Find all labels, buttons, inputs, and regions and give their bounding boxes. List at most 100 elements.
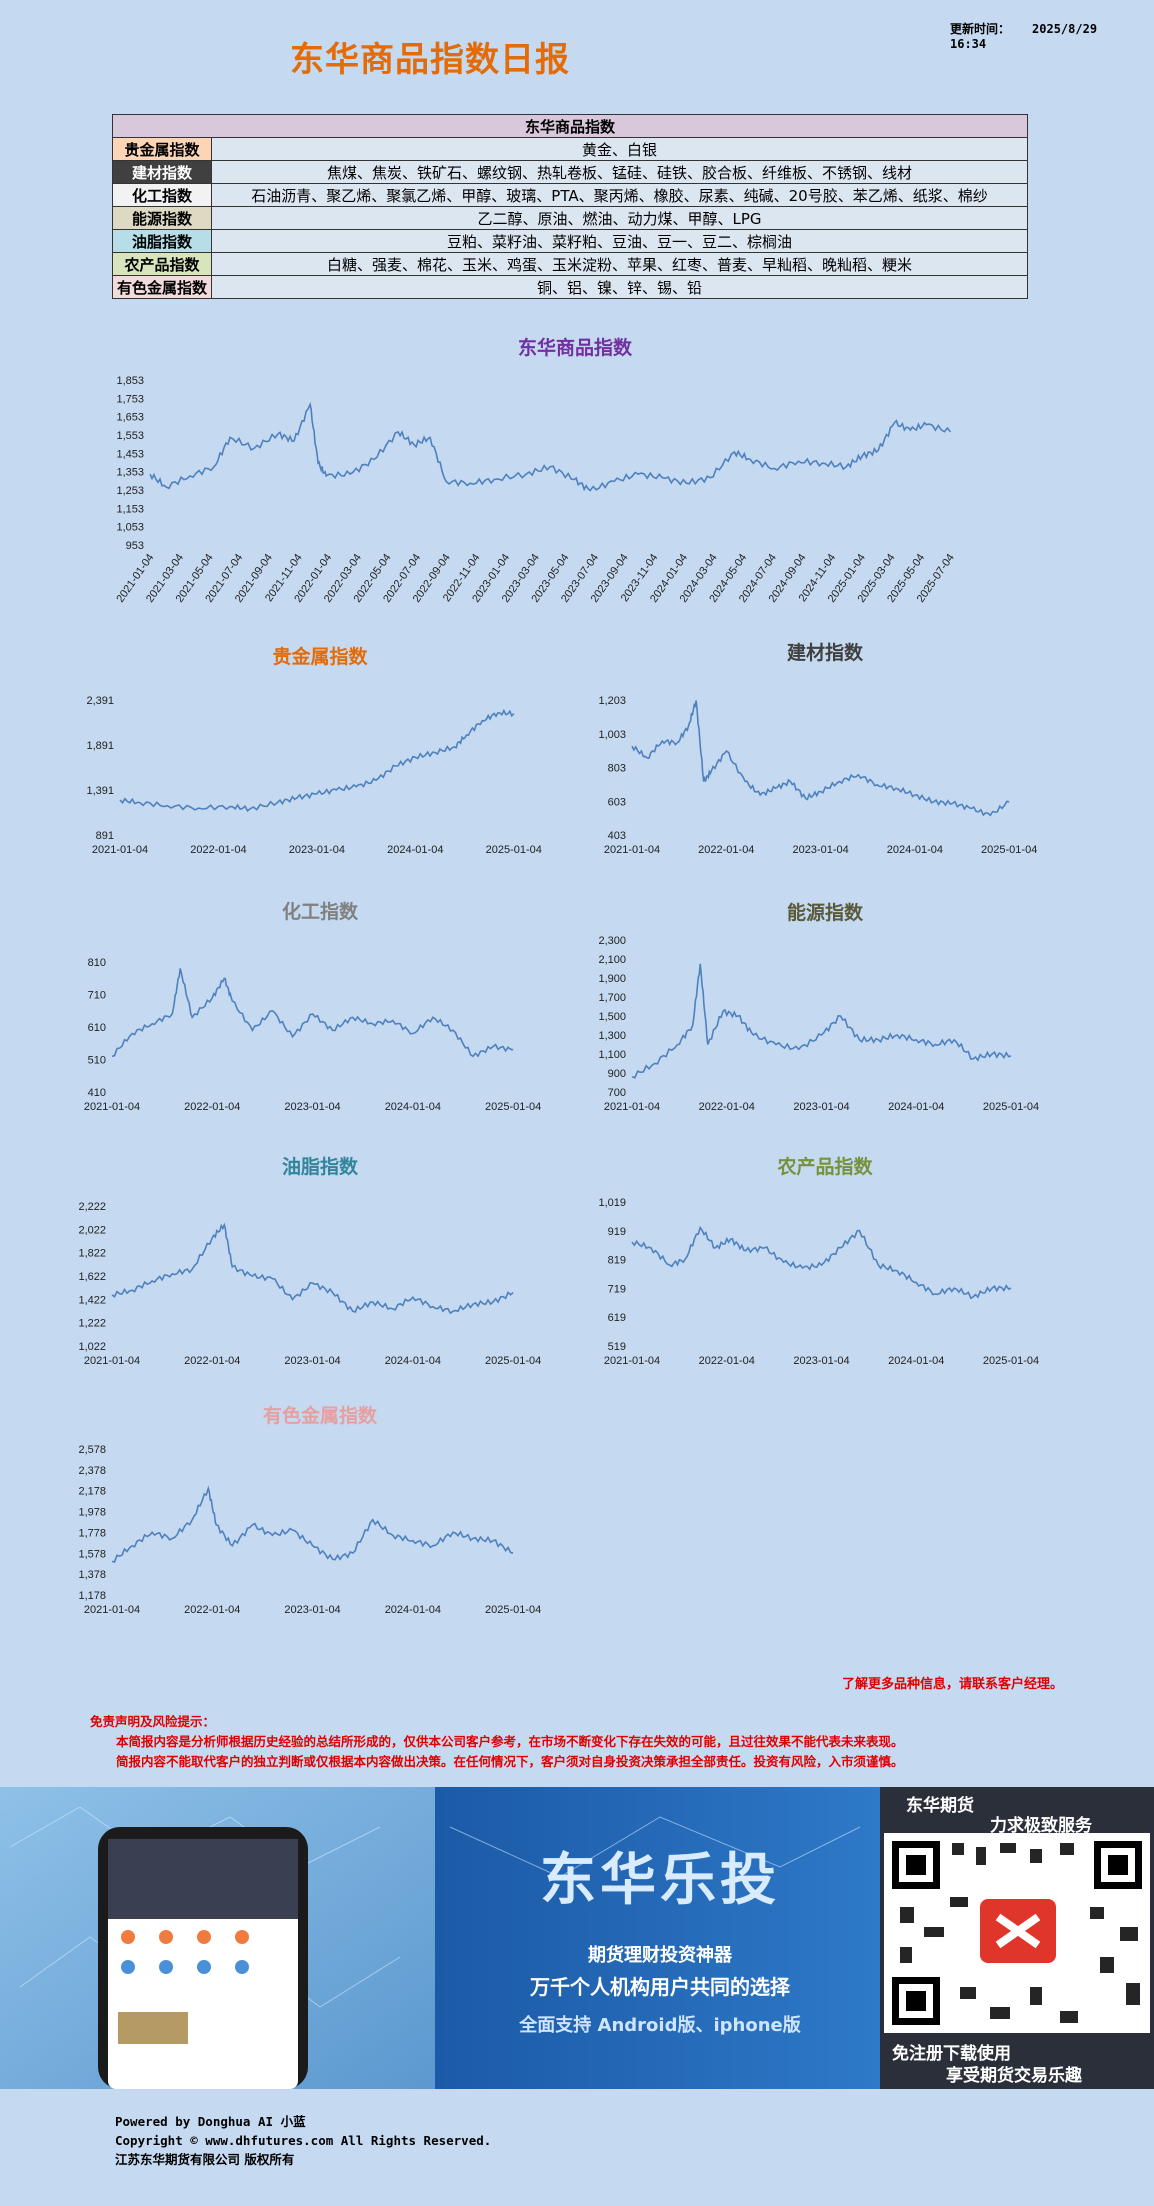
series-line	[149, 401, 952, 492]
y-tick-label: 410	[88, 1087, 106, 1099]
update-label: 更新时间：	[950, 22, 1011, 36]
y-tick-label: 1,978	[78, 1507, 106, 1519]
y-tick-label: 2,578	[78, 1444, 106, 1456]
banner-art	[0, 1787, 1154, 2089]
category-items: 白糖、强麦、棉花、玉米、鸡蛋、玉米淀粉、苹果、红枣、普麦、早籼稻、晚籼稻、粳米	[211, 252, 1028, 276]
x-tick-label: 2024-01-04	[385, 1101, 441, 1113]
x-tick-label: 2021-01-04	[604, 844, 660, 856]
category-items: 黄金、白银	[211, 137, 1028, 161]
x-tick-label: 2022-01-04	[699, 1101, 755, 1113]
y-tick-label: 1,378	[78, 1569, 106, 1581]
series-line	[111, 1222, 514, 1315]
y-tick-label: 1,500	[598, 1011, 626, 1023]
y-tick-label: 2,100	[598, 954, 626, 966]
x-tick-label: 2021-01-04	[84, 1604, 140, 1616]
x-tick-label: 2022-01-04	[699, 1355, 755, 1367]
x-tick-label: 2021-01-04	[604, 1355, 660, 1367]
category-name: 建材指数	[111, 160, 213, 184]
x-tick-label: 2021-01-04	[92, 844, 148, 856]
chart-title-energy: 能源指数	[786, 902, 863, 924]
category-name: 能源指数	[111, 206, 213, 230]
footer: Powered by Donghua AI 小蓝 Copyright © www…	[115, 2112, 491, 2169]
x-tick-label: 2023-01-04	[793, 1355, 849, 1367]
chart-0: 1,853 1,753 1,653 1,553 1,453 1,353 1,253 1,153…	[114, 375, 957, 605]
x-tick-label: 2025-01-04	[983, 1355, 1039, 1367]
update-value: 2025/8/29 16:34	[950, 22, 1098, 51]
y-tick-label: 1,300	[598, 1030, 626, 1042]
y-tick-label: 610	[88, 1022, 106, 1034]
y-tick-label: 1,353	[116, 467, 144, 479]
y-tick-label: 1,203	[598, 695, 626, 707]
y-tick-label: 1,622	[78, 1271, 106, 1283]
y-tick-label: 810	[88, 957, 106, 969]
y-tick-label: 1,019	[598, 1197, 626, 1209]
y-tick-label: 1,178	[78, 1590, 106, 1602]
x-tick-label: 2023-01-04	[793, 1101, 849, 1113]
x-tick-label: 2025-01-04	[485, 1355, 541, 1367]
chart-6: 1,019 919 819 719 619 519 2021-01-04 2022-01-04…	[598, 1197, 1039, 1367]
y-tick-label: 1,453	[116, 448, 144, 460]
y-tick-label: 510	[88, 1055, 106, 1067]
qr-top2: 力求极致服务	[990, 1816, 1092, 1836]
y-tick-label: 1,753	[116, 393, 144, 405]
series-line	[119, 708, 515, 813]
y-tick-label: 619	[608, 1312, 626, 1324]
qr-top1: 东华期货	[906, 1796, 974, 1816]
x-tick-label: 2024-01-04	[887, 844, 943, 856]
category-items: 豆粕、菜籽油、菜籽粕、豆油、豆一、豆二、棕榈油	[211, 229, 1028, 253]
y-tick-label: 803	[608, 763, 626, 775]
chart-1: 2,391 1,891 1,391 891 2021-01-04 2022-01-04 20…	[86, 695, 541, 856]
y-tick-label: 1,422	[78, 1294, 106, 1306]
y-tick-label: 519	[608, 1341, 626, 1353]
disclaimer-line2: 简报内容不能取代客户的独立判断或仅根据本内容做出决策。在任何情况下，客户须对自身…	[116, 1754, 904, 1769]
disclaimer: 免责声明及风险提示： 本简报内容是分析师根据历史经验的总结所形成的，仅供本公司客…	[90, 1712, 904, 1772]
y-tick-label: 1,778	[78, 1527, 106, 1539]
x-tick-label: 2021-01-04	[604, 1101, 660, 1113]
x-tick-label: 2022-01-04	[184, 1604, 240, 1616]
y-tick-label: 1,853	[116, 375, 144, 387]
banner-slogan2: 万千个人机构用户共同的选择	[530, 1975, 790, 1999]
chart-title-main: 东华商品指数	[517, 337, 632, 359]
x-tick-label: 2023-01-04	[792, 844, 848, 856]
y-tick-label: 710	[88, 990, 106, 1002]
y-tick-label: 2,178	[78, 1486, 106, 1498]
y-tick-label: 2,391	[86, 695, 114, 707]
category-items: 乙二醇、原油、燃油、动力煤、甲醇、LPG	[211, 206, 1028, 230]
app-banner[interactable]: 东华乐投 期货理财投资神器 万千个人机构用户共同的选择 全面支持 Android…	[0, 1787, 1154, 2089]
qr-bottom2: 享受期货交易乐趣	[946, 2066, 1082, 2086]
table-row: 建材指数 焦煤、焦炭、铁矿石、螺纹钢、热轧卷板、锰硅、硅铁、胶合板、纤维板、不锈钢…	[111, 160, 1028, 184]
y-tick-label: 1,900	[598, 973, 626, 985]
y-tick-label: 1,700	[598, 992, 626, 1004]
category-items: 石油沥青、聚乙烯、聚氯乙烯、甲醇、玻璃、PTA、聚丙烯、橡胶、尿素、纯碱、20号…	[211, 183, 1028, 207]
x-tick-label: 2024-01-04	[385, 1355, 441, 1367]
y-tick-label: 1,222	[78, 1318, 106, 1330]
category-name: 化工指数	[111, 183, 213, 207]
x-tick-label: 2025-01-04	[485, 1604, 541, 1616]
banner-app-title: 东华乐投	[540, 1848, 780, 1913]
footer-powered: Powered by Donghua AI 小蓝	[115, 2114, 306, 2129]
category-name: 油脂指数	[111, 229, 213, 253]
y-tick-label: 603	[608, 796, 626, 808]
y-tick-label: 719	[608, 1283, 626, 1295]
y-tick-label: 1,100	[598, 1049, 626, 1061]
y-tick-label: 1,391	[86, 785, 114, 797]
footer-company: 江苏东华期货有限公司 版权所有	[115, 2152, 295, 2167]
page-title: 东华商品指数日报	[290, 40, 570, 80]
y-tick-label: 1,253	[116, 485, 144, 497]
y-tick-label: 1,053	[116, 522, 144, 534]
qr-bottom1: 免注册下载使用	[892, 2044, 1011, 2064]
table-row: 有色金属指数 铜、铝、镍、锌、锡、铅	[111, 275, 1028, 299]
y-tick-label: 1,578	[78, 1548, 106, 1560]
footer-copyright: Copyright © www.dhfutures.com All Rights…	[115, 2133, 492, 2148]
category-name: 农产品指数	[111, 252, 213, 276]
x-tick-label: 2021-01-04	[84, 1355, 140, 1367]
x-tick-label: 2024-01-04	[888, 1101, 944, 1113]
y-tick-label: 2,300	[598, 935, 626, 947]
y-tick-label: 2,378	[78, 1465, 106, 1477]
x-tick-label: 2025-01-04	[981, 844, 1037, 856]
y-tick-label: 919	[608, 1226, 626, 1238]
y-tick-label: 403	[608, 830, 626, 842]
x-tick-label: 2023-01-04	[284, 1604, 340, 1616]
x-tick-label: 2023-01-04	[284, 1355, 340, 1367]
